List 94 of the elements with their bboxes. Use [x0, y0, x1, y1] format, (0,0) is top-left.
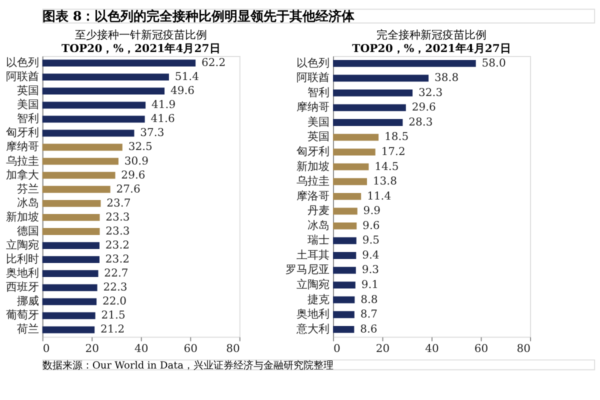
y-tick-label: 荷兰: [16, 322, 39, 336]
y-tick-label: 新加坡: [6, 210, 39, 224]
data-label: 62.2: [201, 56, 226, 69]
y-tick-label: 立陶宛: [296, 278, 330, 292]
data-label: 21.2: [100, 322, 125, 336]
data-label: 29.6: [121, 168, 146, 182]
data-label: 9.6: [362, 218, 380, 232]
data-label: 38.8: [434, 71, 459, 84]
y-tick-label: 阿联酋: [6, 71, 39, 84]
x-tick-label: 80: [516, 342, 531, 356]
y-tick-label: 以色列: [296, 56, 330, 70]
y-tick-label: 加拿大: [6, 168, 39, 182]
chart-title: 完全接种新冠疫苗比例: [376, 28, 487, 42]
data-label: 58.0: [482, 56, 506, 70]
chart-title: 至少接种一针新冠疫苗比例: [74, 28, 207, 42]
data-label: 9.9: [363, 204, 381, 218]
data-label: 14.5: [374, 160, 399, 173]
data-label: 23.3: [106, 224, 130, 238]
y-tick-label: 冰岛: [16, 196, 39, 210]
chart-subtitle: TOP20，%，2021年4月27日: [352, 42, 511, 56]
data-label: 28.3: [408, 115, 433, 128]
data-label: 9.3: [362, 263, 380, 276]
data-label: 37.3: [140, 126, 164, 140]
data-label: 21.5: [101, 308, 126, 322]
y-tick-label: 罗马尼亚: [286, 264, 330, 276]
y-tick-label: 丹麦: [308, 204, 330, 218]
y-tick-label: 美国: [308, 115, 330, 128]
y-tick-label: 新加坡: [296, 160, 330, 173]
y-tick-label: 摩纳哥: [296, 100, 330, 114]
y-tick-label: 摩纳哥: [6, 140, 39, 154]
x-tick-label: 60: [474, 342, 488, 356]
data-label: 13.8: [372, 174, 398, 188]
y-tick-label: 冰岛: [308, 218, 330, 232]
y-tick-label: 美国: [16, 98, 39, 112]
data-label: 8.8: [360, 292, 378, 306]
data-label: 32.5: [128, 140, 153, 154]
data-label: 49.6: [170, 84, 195, 98]
y-tick-label: 土耳其: [296, 248, 330, 262]
chart-subtitle: TOP20，%，2021年4月27日: [62, 42, 220, 56]
data-label: 23.2: [105, 252, 130, 266]
y-tick-label: 葡萄牙: [6, 308, 39, 322]
y-tick-label: 捷克: [308, 292, 330, 306]
y-tick-label: 芬兰: [16, 182, 39, 196]
x-tick-label: 0: [334, 342, 340, 356]
data-label: 41.6: [150, 112, 175, 126]
y-tick-label: 意大利: [296, 322, 330, 336]
data-label: 30.9: [124, 154, 149, 168]
y-tick-label: 挪威: [16, 294, 39, 308]
data-label: 22.7: [104, 266, 128, 280]
x-tick-label: 60: [184, 342, 198, 356]
x-tick-label: 40: [134, 342, 148, 356]
y-tick-label: 摩洛哥: [296, 189, 330, 202]
source-note: 数据来源：Our World in Data，兴业证券经济与金融研究院整理: [42, 359, 334, 372]
data-label: 8.7: [360, 308, 378, 321]
data-label: 22.3: [103, 280, 128, 294]
y-tick-label: 奥地利: [6, 266, 39, 280]
data-label: 9.4: [362, 248, 380, 262]
data-label: 23.7: [106, 196, 131, 210]
data-label: 9.1: [361, 278, 379, 292]
data-label: 29.6: [412, 100, 436, 114]
data-label: 8.6: [360, 322, 378, 336]
x-tick-label: 40: [425, 342, 440, 356]
x-tick-label: 20: [85, 342, 100, 356]
data-label: 41.9: [151, 98, 176, 112]
data-label: 51.4: [174, 70, 200, 84]
y-tick-label: 智利: [16, 112, 39, 126]
data-label: 11.4: [366, 189, 392, 202]
data-label: 18.5: [384, 130, 409, 144]
data-label: 27.6: [116, 182, 140, 196]
y-tick-label: 匈牙利: [6, 126, 39, 140]
x-tick-label: 0: [42, 342, 50, 356]
y-tick-label: 德国: [16, 225, 39, 238]
y-tick-label: 匈牙利: [296, 145, 330, 158]
data-label: 23.3: [106, 210, 130, 224]
data-label: 9.5: [362, 234, 380, 247]
x-tick-label: 20: [376, 342, 390, 356]
x-tick-label: 80: [226, 342, 240, 356]
y-tick-label: 奥地利: [296, 308, 330, 321]
y-tick-label: 阿联酋: [296, 72, 330, 84]
y-tick-label: 瑞士: [308, 234, 330, 247]
data-label: 22.0: [102, 294, 127, 308]
data-label: 17.2: [381, 145, 406, 158]
y-tick-label: 西班牙: [6, 280, 39, 294]
y-tick-label: 英国: [308, 130, 330, 144]
y-tick-label: 乌拉圭: [6, 154, 39, 168]
text: 图表 8：以色列的完全接种比例明显领先于其他经济体: [42, 8, 356, 25]
y-tick-label: 智利: [308, 86, 330, 99]
y-tick-label: 以色列: [6, 56, 39, 69]
data-label: 32.3: [418, 86, 443, 99]
y-tick-label: 立陶宛: [6, 238, 39, 252]
y-tick-label: 乌拉圭: [296, 174, 330, 188]
y-tick-label: 英国: [16, 84, 39, 98]
data-label: 23.2: [105, 238, 130, 252]
y-tick-label: 比利时: [6, 252, 39, 266]
